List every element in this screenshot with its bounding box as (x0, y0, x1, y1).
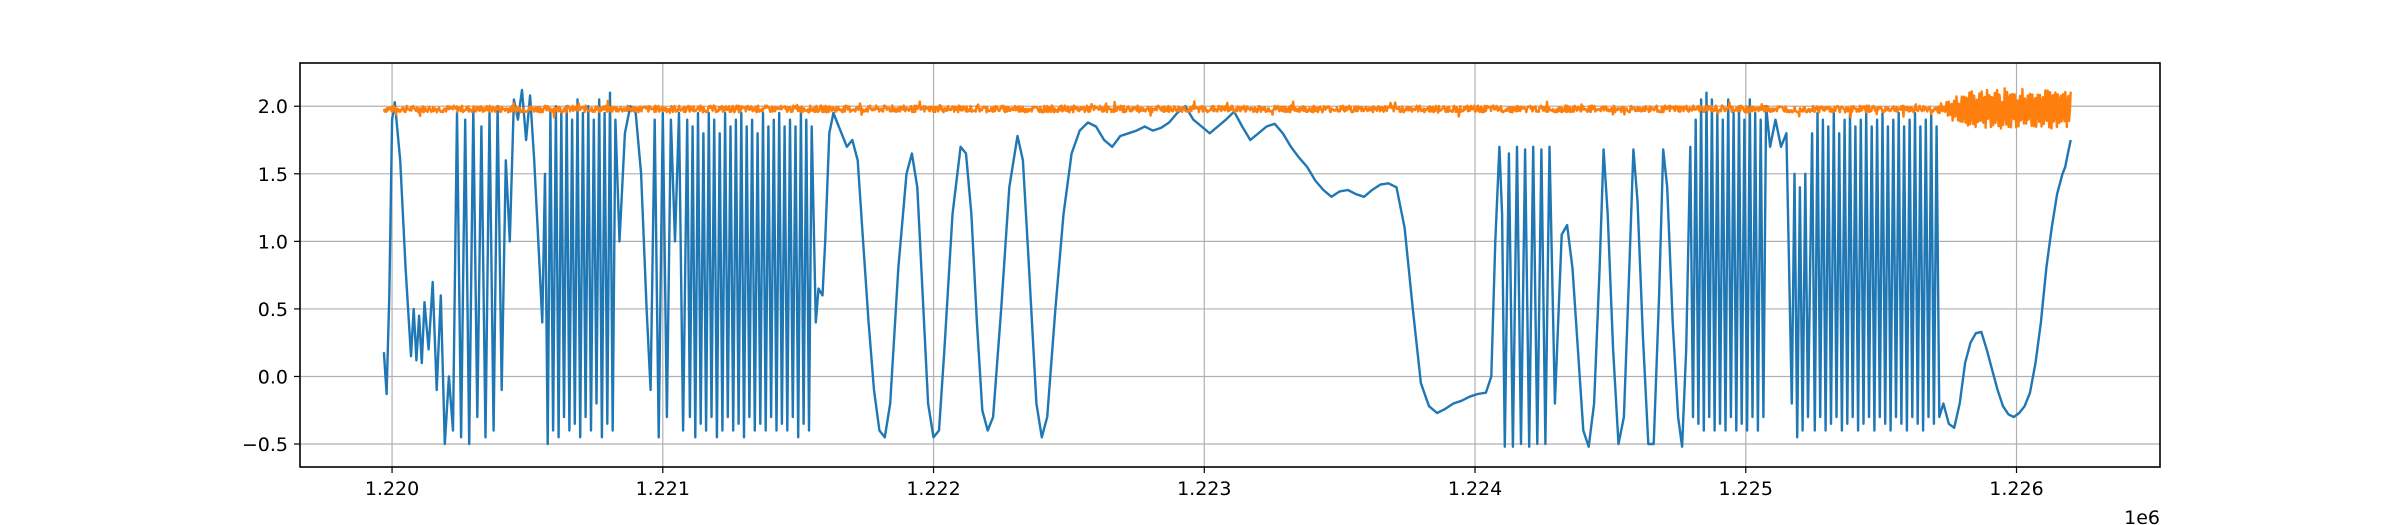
data-series (382, 87, 2072, 448)
y-tick-label: −0.5 (242, 434, 288, 456)
y-tick-label: 2.0 (258, 96, 288, 118)
plot-frame (299, 62, 2161, 468)
x-tick-label: 1.226 (1989, 478, 2043, 500)
y-tick-label: 1.5 (258, 164, 288, 186)
x-tick-label: 1.225 (1719, 478, 1773, 500)
x-tick-label: 1.223 (1177, 478, 1231, 500)
x-tick-label: 1.224 (1448, 478, 1502, 500)
x-offset-label: 1e6 (2124, 507, 2160, 525)
x-tick-label: 1.220 (365, 478, 419, 500)
series-line-blue (382, 88, 2072, 448)
axis-ticks: 1.220 1.221 1.222 1.223 1.224 1.225 1.226 −0.5 0… (242, 96, 2044, 500)
y-tick-label: 0.0 (258, 366, 288, 388)
x-tick-label: 1.222 (906, 478, 960, 500)
y-tick-label: 1.0 (258, 231, 288, 253)
series-line-orange (382, 87, 2072, 130)
x-tick-label: 1.221 (636, 478, 690, 500)
y-tick-label: 0.5 (258, 299, 288, 321)
